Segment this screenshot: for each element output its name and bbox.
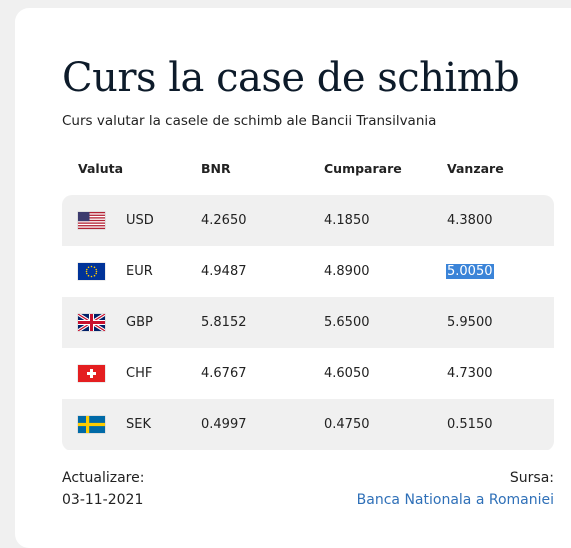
- us-flag-icon: [78, 212, 105, 229]
- table-row: USD 4.2650 4.1850 4.3800: [62, 195, 554, 246]
- page-subtitle: Curs valutar la casele de schimb ale Ban…: [62, 113, 437, 129]
- column-header-sell: Vanzare: [447, 161, 504, 176]
- column-header-currency: Valuta: [78, 161, 124, 176]
- sweden-flag-icon: [78, 416, 105, 433]
- source-link[interactable]: Banca Nationala a Romaniei: [356, 492, 554, 508]
- buy-rate: 0.4750: [324, 417, 370, 432]
- table-row: SEK 0.4997 0.4750 0.5150: [62, 399, 554, 450]
- sell-rate: 4.7300: [447, 366, 493, 381]
- updated-label: Actualizare:: [62, 470, 145, 486]
- currency-code: CHF: [126, 366, 153, 381]
- buy-rate: 4.1850: [324, 213, 370, 228]
- column-header-buy: Cumparare: [324, 161, 402, 176]
- buy-rate: 4.8900: [324, 264, 370, 279]
- page-title: Curs la case de schimb: [62, 55, 520, 101]
- currency-code: GBP: [126, 315, 153, 330]
- source-label: Sursa:: [509, 470, 554, 486]
- currency-code: USD: [126, 213, 154, 228]
- bnr-rate: 4.2650: [201, 213, 247, 228]
- sell-rate: 0.5150: [447, 417, 493, 432]
- currency-code: SEK: [126, 417, 151, 432]
- updated-date: 03-11-2021: [62, 492, 144, 508]
- swiss-flag-icon: [78, 365, 105, 382]
- table-row: GBP 5.8152 5.6500 5.9500: [62, 297, 554, 348]
- table-row: EUR 4.9487 4.8900 5.0050: [62, 246, 554, 297]
- bnr-rate: 0.4997: [201, 417, 247, 432]
- table-row: CHF 4.6767 4.6050 4.7300: [62, 348, 554, 399]
- bnr-rate: 4.9487: [201, 264, 247, 279]
- uk-flag-icon: [78, 314, 105, 331]
- bnr-rate: 5.8152: [201, 315, 247, 330]
- currency-code: EUR: [126, 264, 153, 279]
- sell-rate: 4.3800: [447, 213, 493, 228]
- sell-rate: 5.9500: [447, 315, 493, 330]
- rates-table: USD 4.2650 4.1850 4.3800: [62, 195, 554, 451]
- bnr-rate: 4.6767: [201, 366, 247, 381]
- eu-flag-icon: [78, 263, 105, 280]
- buy-rate: 5.6500: [324, 315, 370, 330]
- sell-rate-selected[interactable]: 5.0050: [446, 264, 494, 279]
- sell-rate-cell: 5.0050: [446, 246, 494, 297]
- column-header-bnr: BNR: [201, 161, 231, 176]
- buy-rate: 4.6050: [324, 366, 370, 381]
